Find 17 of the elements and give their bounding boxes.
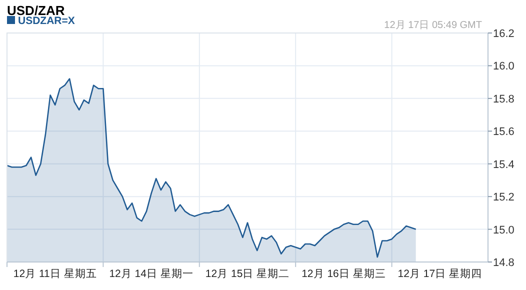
y-tick-label: 16.2 [493, 28, 514, 40]
chart-title: USD/ZAR [7, 3, 66, 18]
y-tick-label: 15.6 [493, 126, 514, 138]
y-tick-label: 14.8 [493, 257, 514, 269]
x-tick-label: 12月 17日 星期四 [398, 268, 482, 280]
x-tick-label: 12月 14日 星期一 [109, 268, 194, 280]
y-tick-label: 15.2 [493, 192, 514, 204]
y-tick-label: 16.0 [493, 60, 514, 73]
y-tick-label: 15.4 [493, 158, 514, 171]
y-tick-label: 15.0 [493, 224, 514, 236]
legend: USDZAR=X [7, 15, 75, 27]
x-tick-label: 12月 16日 星期三 [302, 268, 386, 280]
x-tick-label: 12月 11日 星期五 [13, 268, 97, 280]
y-tick-label: 15.8 [493, 93, 514, 106]
text: 12月 17日 05:49 GMT [384, 20, 482, 31]
x-tick-label: 12月 15日 星期二 [205, 268, 290, 280]
legend-label: USDZAR=X [18, 15, 75, 27]
